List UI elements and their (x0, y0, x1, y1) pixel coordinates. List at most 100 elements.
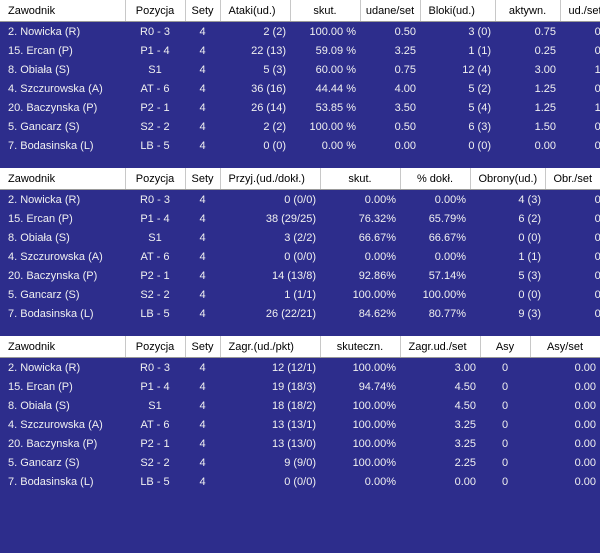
cell: 0.00 (454, 475, 476, 488)
cell: 4 (199, 120, 206, 133)
cell: 6 (2) (518, 212, 541, 225)
column-header: skut. (290, 0, 361, 22)
cell: 0 (0/0) (284, 193, 316, 206)
column-header: udane/set (360, 0, 421, 22)
cell: 4 (199, 139, 206, 152)
cell: 0.00% (364, 475, 396, 488)
cell: 3.00 (454, 361, 476, 374)
cell: 8. Obiała (S) (8, 231, 70, 244)
cell: 7. Bodasinska (L) (8, 475, 94, 488)
cell: 9 (9/0) (284, 456, 316, 469)
cell: 0.00 (574, 456, 596, 469)
cell: 0.00 % (321, 139, 356, 152)
cell: 100.00% (352, 437, 396, 450)
cell: 4 (3) (518, 193, 541, 206)
cell: 3.25 (454, 437, 476, 450)
cell: 5 (3) (518, 269, 541, 282)
cell: 0.75 (545, 190, 600, 210)
cell: 4 (199, 307, 206, 320)
cell: 0 (501, 399, 509, 412)
cell: 4 (199, 101, 206, 114)
cell: P1 - 4 (140, 44, 170, 57)
column-header: Zagr.ud./set (400, 336, 481, 358)
cell: 0.00 (574, 361, 596, 374)
cell: 84.62% (358, 307, 396, 320)
cell: 100.00% (422, 288, 466, 301)
data-row: 8. Obiała (S) S1 4 3 (2/2) 66.67% 66.67% 0 (0)… (0, 228, 600, 247)
cell: S2 - 2 (140, 456, 170, 469)
cell: 4 (199, 231, 206, 244)
cell: S1 (148, 231, 162, 244)
cell: 14 (13/8) (271, 269, 316, 282)
column-header: Asy (480, 336, 531, 358)
column-header: Zagr.(ud./pkt) (220, 336, 321, 358)
cell: 57.14% (428, 269, 466, 282)
cell: 66.67% (358, 231, 396, 244)
cell: 1.25 (534, 82, 556, 95)
data-row: 20. Baczynska (P) P2 - 1 4 14 (13/8) 92.86% 5… (0, 266, 600, 285)
column-header: Sety (185, 168, 221, 190)
cell: 5 (2) (468, 82, 491, 95)
cell: 4.50 (454, 399, 476, 412)
column-header: Obr./set (545, 168, 600, 190)
cell: 100.00% (352, 399, 396, 412)
cell: R0 - 3 (140, 361, 170, 374)
cell: 3 (2/2) (284, 231, 316, 244)
cell: 1 (1) (518, 250, 541, 263)
column-header: Pozycja (125, 168, 186, 190)
cell: 3.00 (534, 63, 556, 76)
data-row: 4. Szczurowska (A) AT - 6 4 0 (0/0) 0.00% 0.0… (0, 247, 600, 266)
data-row: 15. Ercan (P) P1 - 4 4 19 (18/3) 94.74% 4.50 0… (0, 377, 600, 396)
cell: 0.00 (574, 399, 596, 412)
column-header: Zawodnik (0, 336, 126, 358)
cell: 22 (13) (251, 44, 286, 57)
cell: AT - 6 (140, 418, 170, 431)
cell: 100.00 % (309, 120, 356, 133)
cell: 3.25 (454, 418, 476, 431)
column-header: Sety (185, 0, 221, 22)
cell: 5. Gancarz (S) (8, 456, 80, 469)
cell: 0.00% (434, 250, 466, 263)
cell: 5 (4) (468, 101, 491, 114)
cell: 0 (501, 361, 509, 374)
cell: 4 (199, 250, 206, 263)
cell: 1.00 (594, 63, 600, 76)
data-row: 4. Szczurowska (A) AT - 6 4 13 (13/1) 100.00… (0, 415, 600, 434)
cell: R0 - 3 (140, 25, 170, 38)
cell: 4 (199, 82, 206, 95)
data-row: 15. Ercan (P) P1 - 4 4 22 (13) 59.09 % 3.25 1 … (0, 41, 600, 60)
cell: 26 (14) (251, 101, 286, 114)
cell: 0 (0) (518, 231, 541, 244)
cell: 0.75 (594, 120, 600, 133)
cell: 0.50 (394, 120, 416, 133)
cell: 4 (199, 380, 206, 393)
cell: 0.00 (560, 22, 600, 42)
column-header: aktywn. (495, 0, 561, 22)
cell: S2 - 2 (140, 288, 170, 301)
cell: 0.00 (394, 139, 416, 152)
cell: 0.50 (594, 82, 600, 95)
cell: 0.00 (594, 139, 600, 152)
cell: 0.75 (594, 269, 600, 282)
data-row: 8. Obiała (S) S1 4 5 (3) 60.00 % 0.75 12 (4) 3.… (0, 60, 600, 79)
cell: 0.25 (594, 250, 600, 263)
cell: 4 (199, 418, 206, 431)
cell: 15. Ercan (P) (8, 380, 73, 393)
cell: 0.75 (394, 63, 416, 76)
cell: 2 (2) (263, 120, 286, 133)
cell: 0 (0) (263, 139, 286, 152)
cell: 36 (16) (251, 82, 286, 95)
cell: 3 (0) (468, 25, 491, 38)
cell: 4 (199, 475, 206, 488)
cell: 0 (0) (468, 139, 491, 152)
cell: 0.00% (364, 193, 396, 206)
cell: 0.75 (534, 25, 556, 38)
cell: 0.00% (364, 250, 396, 263)
cell: 26 (22/21) (265, 307, 316, 320)
cell: 13 (13/1) (271, 418, 316, 431)
data-row: 2. Nowicka (R) R0 - 3 4 2 (2) 100.00 % 0.50 3 … (0, 22, 600, 42)
data-row: 15. Ercan (P) P1 - 4 4 38 (29/25) 76.32% 65.7… (0, 209, 600, 228)
cell: 0 (501, 380, 509, 393)
cell: 3.50 (394, 101, 416, 114)
cell: 0 (501, 456, 509, 469)
